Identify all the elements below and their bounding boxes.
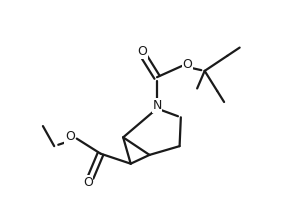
Text: O: O — [65, 130, 75, 143]
Text: O: O — [83, 176, 93, 189]
Text: N: N — [152, 99, 162, 112]
Text: O: O — [183, 58, 192, 71]
Text: O: O — [137, 45, 147, 58]
